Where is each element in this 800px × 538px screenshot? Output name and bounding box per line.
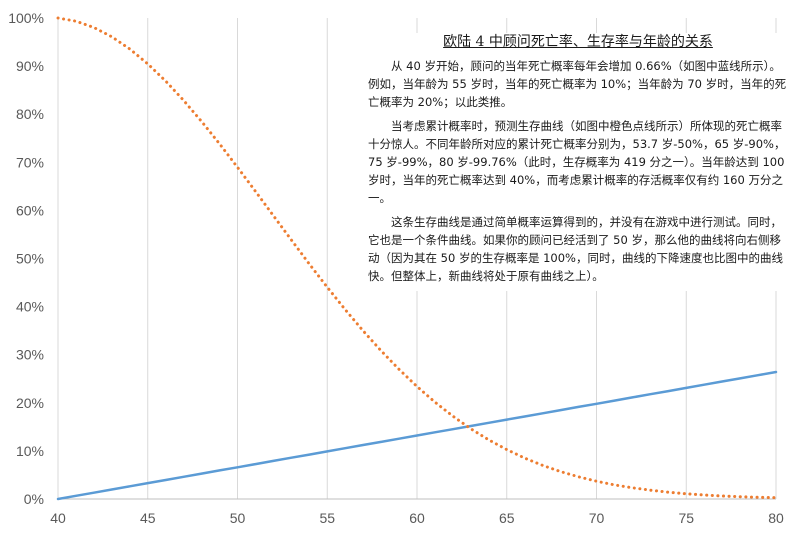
y-tick-label: 40% [16,299,44,315]
y-tick-label: 100% [8,10,44,26]
x-tick-labels: 40 45 50 55 60 65 70 75 80 [50,510,784,526]
y-tick-label: 20% [16,395,44,411]
x-tick-label: 80 [768,510,784,526]
x-tick-label: 40 [50,510,66,526]
y-tick-label: 60% [16,202,44,218]
y-tick-label: 70% [16,154,44,170]
x-tick-label: 55 [319,510,335,526]
x-tick-label: 60 [409,510,425,526]
x-tick-label: 50 [230,510,246,526]
y-tick-labels: 0% 10% 20% 30% 40% 50% 60% 70% 80% 90% 100% [8,10,44,507]
x-tick-label: 45 [140,510,156,526]
y-tick-label: 30% [16,347,44,363]
annotation-paragraph-1: 从 40 岁开始，顾问的当年死亡概率每年会增加 0.66%（如图中蓝线所示）。例… [368,59,787,109]
annotation-paragraph-2: 当考虑累计概率时，预测生存曲线（如图中橙色点线所示）所体现的死亡概率十分惊人。不… [368,119,786,205]
survival-curve [56,16,778,500]
y-tick-label: 0% [24,491,44,507]
annual-death-rate-line [56,370,778,501]
x-tick-label: 65 [499,510,515,526]
annotation-title: 欧陆 4 中顾问死亡率、生存率与年龄的关系 [443,34,713,50]
series-layer [56,16,778,501]
x-tick-label: 70 [589,510,605,526]
y-tick-label: 90% [16,58,44,74]
y-tick-label: 50% [16,251,44,267]
y-tick-label: 80% [16,106,44,122]
annotation-paragraph-3: 这条生存曲线是通过简单概率运算得到的，并没有在游戏中进行测试。同时，它也是一个条… [368,215,783,283]
annotation-box: 欧陆 4 中顾问死亡率、生存率与年龄的关系 从 40 岁开始，顾问的当年死亡概率… [368,33,788,291]
x-tick-label: 75 [678,510,694,526]
y-tick-label: 10% [16,443,44,459]
